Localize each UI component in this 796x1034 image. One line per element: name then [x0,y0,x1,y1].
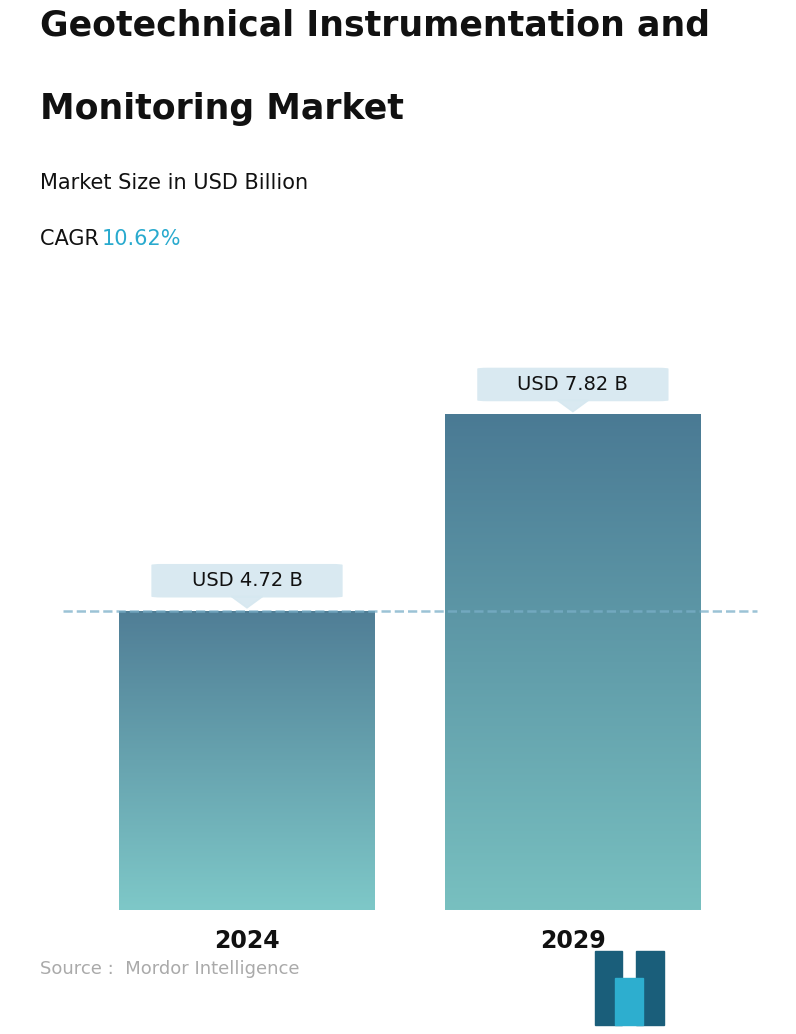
Polygon shape [595,951,622,1025]
FancyBboxPatch shape [151,564,342,598]
Polygon shape [636,951,664,1025]
Text: USD 7.82 B: USD 7.82 B [517,375,628,394]
Text: Market Size in USD Billion: Market Size in USD Billion [40,173,308,193]
Text: Geotechnical Instrumentation and: Geotechnical Instrumentation and [40,8,710,42]
Text: Monitoring Market: Monitoring Market [40,92,404,126]
Text: 10.62%: 10.62% [102,229,181,249]
Polygon shape [615,978,642,1025]
Polygon shape [557,400,588,412]
Text: USD 4.72 B: USD 4.72 B [192,571,302,590]
Text: CAGR: CAGR [40,229,112,249]
FancyBboxPatch shape [478,368,669,401]
Text: Source :  Mordor Intelligence: Source : Mordor Intelligence [40,960,299,977]
Polygon shape [232,597,263,608]
